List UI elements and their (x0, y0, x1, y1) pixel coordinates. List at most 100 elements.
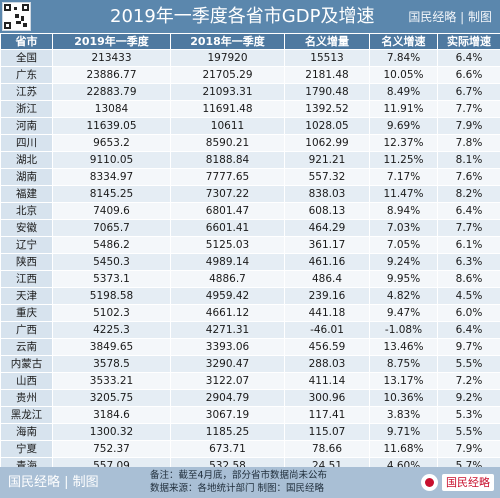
footer-note: 备注：截至4月底，部分省市数据尚未公布 数据来源：各地统计部门 制图：国民经略 (150, 469, 327, 495)
cell-nominal-growth: 7.03% (369, 219, 438, 237)
cell-2018q1: 673.71 (170, 440, 285, 458)
cell-2018q1: 2904.79 (170, 389, 285, 407)
cell-2018q1: 7307.22 (170, 185, 285, 203)
cell-province: 四川 (0, 134, 53, 152)
cell-2019q1: 9110.05 (52, 151, 171, 169)
cell-2018q1: 1185.25 (170, 423, 285, 441)
cell-province: 山西 (0, 372, 53, 390)
cell-2018q1: 7777.65 (170, 168, 285, 186)
table-row: 北京 7409.6 6801.47 608.13 8.94% 6.4% (0, 202, 500, 220)
cell-2018q1: 4959.42 (170, 287, 285, 305)
cell-2019q1: 8145.25 (52, 185, 171, 203)
logo-icon (421, 474, 438, 491)
cell-nominal-growth: 7.17% (369, 168, 438, 186)
cell-nominal-increase: 239.16 (284, 287, 370, 305)
table-row: 云南 3849.65 3393.06 456.59 13.46% 9.7% (0, 338, 500, 356)
footer-bar: 国民经略 | 制图 备注：截至4月底，部分省市数据尚未公布 数据来源：各地统计部… (0, 467, 500, 498)
cell-nominal-growth: 10.36% (369, 389, 438, 407)
cell-2018q1: 3290.47 (170, 355, 285, 373)
table-row: 江西 5373.1 4886.7 486.4 9.95% 8.6% (0, 270, 500, 288)
cell-2018q1: 8188.84 (170, 151, 285, 169)
column-header-2018q1: 2018年一季度 (170, 33, 285, 50)
cell-nominal-growth: 8.94% (369, 202, 438, 220)
table-row: 海南 1300.32 1185.25 115.07 9.71% 5.5% (0, 423, 500, 441)
cell-nominal-increase: 557.32 (284, 168, 370, 186)
cell-nominal-growth: 10.05% (369, 66, 438, 84)
table-row: 全国 213433 197920 15513 7.84% 6.4% (0, 49, 500, 67)
page-title: 2019年一季度各省市GDP及增速 (110, 6, 375, 27)
cell-2019q1: 3578.5 (52, 355, 171, 373)
cell-nominal-growth: 3.83% (369, 406, 438, 424)
table-row: 陕西 5450.3 4989.14 461.16 9.24% 6.3% (0, 253, 500, 271)
cell-2018q1: 4271.31 (170, 321, 285, 339)
cell-province: 广东 (0, 66, 53, 84)
cell-nominal-growth: 9.69% (369, 117, 438, 135)
cell-real-growth: 8.1% (437, 151, 500, 169)
cell-2018q1: 5125.03 (170, 236, 285, 254)
cell-2018q1: 21093.31 (170, 83, 285, 101)
cell-real-growth: 6.1% (437, 236, 500, 254)
cell-2018q1: 3122.07 (170, 372, 285, 390)
cell-2018q1: 4661.12 (170, 304, 285, 322)
cell-nominal-increase: 1790.48 (284, 83, 370, 101)
cell-real-growth: 9.2% (437, 389, 500, 407)
cell-province: 湖南 (0, 168, 53, 186)
table-row: 宁夏 752.37 673.71 78.66 11.68% 7.9% (0, 440, 500, 458)
cell-nominal-increase: 921.21 (284, 151, 370, 169)
cell-real-growth: 5.5% (437, 423, 500, 441)
cell-nominal-increase: 15513 (284, 49, 370, 67)
cell-real-growth: 9.7% (437, 338, 500, 356)
cell-nominal-increase: 456.59 (284, 338, 370, 356)
table-row: 黑龙江 3184.6 3067.19 117.41 3.83% 5.3% (0, 406, 500, 424)
table-row: 广东 23886.77 21705.29 2181.48 10.05% 6.6% (0, 66, 500, 84)
brand-badge: 国民经略 (421, 473, 494, 492)
table-row: 安徽 7065.7 6601.41 464.29 7.03% 7.7% (0, 219, 500, 237)
table-row: 福建 8145.25 7307.22 838.03 11.47% 8.2% (0, 185, 500, 203)
column-header-nominal-increase: 名义增量 (284, 33, 370, 50)
cell-2019q1: 7065.7 (52, 219, 171, 237)
cell-nominal-growth: 12.37% (369, 134, 438, 152)
cell-province: 湖北 (0, 151, 53, 169)
cell-2018q1: 6801.47 (170, 202, 285, 220)
cell-2018q1: 8590.21 (170, 134, 285, 152)
cell-province: 安徽 (0, 219, 53, 237)
cell-2018q1: 3393.06 (170, 338, 285, 356)
table-row: 四川 9653.2 8590.21 1062.99 12.37% 7.8% (0, 134, 500, 152)
cell-nominal-growth: 11.68% (369, 440, 438, 458)
cell-nominal-growth: 9.71% (369, 423, 438, 441)
cell-nominal-increase: -46.01 (284, 321, 370, 339)
cell-2019q1: 5486.2 (52, 236, 171, 254)
table-body: 全国 213433 197920 15513 7.84% 6.4% 广东 23886.77 21… (0, 49, 500, 475)
cell-real-growth: 6.0% (437, 304, 500, 322)
cell-nominal-increase: 1392.52 (284, 100, 370, 118)
cell-nominal-growth: 11.91% (369, 100, 438, 118)
cell-nominal-growth: 13.17% (369, 372, 438, 390)
cell-nominal-increase: 441.18 (284, 304, 370, 322)
cell-2019q1: 1300.32 (52, 423, 171, 441)
cell-nominal-increase: 361.17 (284, 236, 370, 254)
cell-nominal-increase: 2181.48 (284, 66, 370, 84)
cell-real-growth: 8.6% (437, 270, 500, 288)
table-row: 广西 4225.3 4271.31 -46.01 -1.08% 6.4% (0, 321, 500, 339)
table-row: 河南 11639.05 10611 1028.05 9.69% 7.9% (0, 117, 500, 135)
cell-nominal-increase: 117.41 (284, 406, 370, 424)
cell-2018q1: 21705.29 (170, 66, 285, 84)
footer-note-line1: 备注：截至4月底，部分省市数据尚未公布 (150, 470, 328, 481)
cell-province: 宁夏 (0, 440, 53, 458)
cell-nominal-increase: 411.14 (284, 372, 370, 390)
cell-2019q1: 5373.1 (52, 270, 171, 288)
cell-2018q1: 11691.48 (170, 100, 285, 118)
cell-nominal-increase: 608.13 (284, 202, 370, 220)
cell-real-growth: 8.2% (437, 185, 500, 203)
cell-real-growth: 7.6% (437, 168, 500, 186)
cell-province: 江苏 (0, 83, 53, 101)
cell-nominal-growth: 4.82% (369, 287, 438, 305)
cell-province: 天津 (0, 287, 53, 305)
cell-2019q1: 23886.77 (52, 66, 171, 84)
cell-nominal-growth: 13.46% (369, 338, 438, 356)
cell-2019q1: 5102.3 (52, 304, 171, 322)
cell-2019q1: 9653.2 (52, 134, 171, 152)
cell-2019q1: 3205.75 (52, 389, 171, 407)
cell-nominal-increase: 838.03 (284, 185, 370, 203)
cell-province: 黑龙江 (0, 406, 53, 424)
